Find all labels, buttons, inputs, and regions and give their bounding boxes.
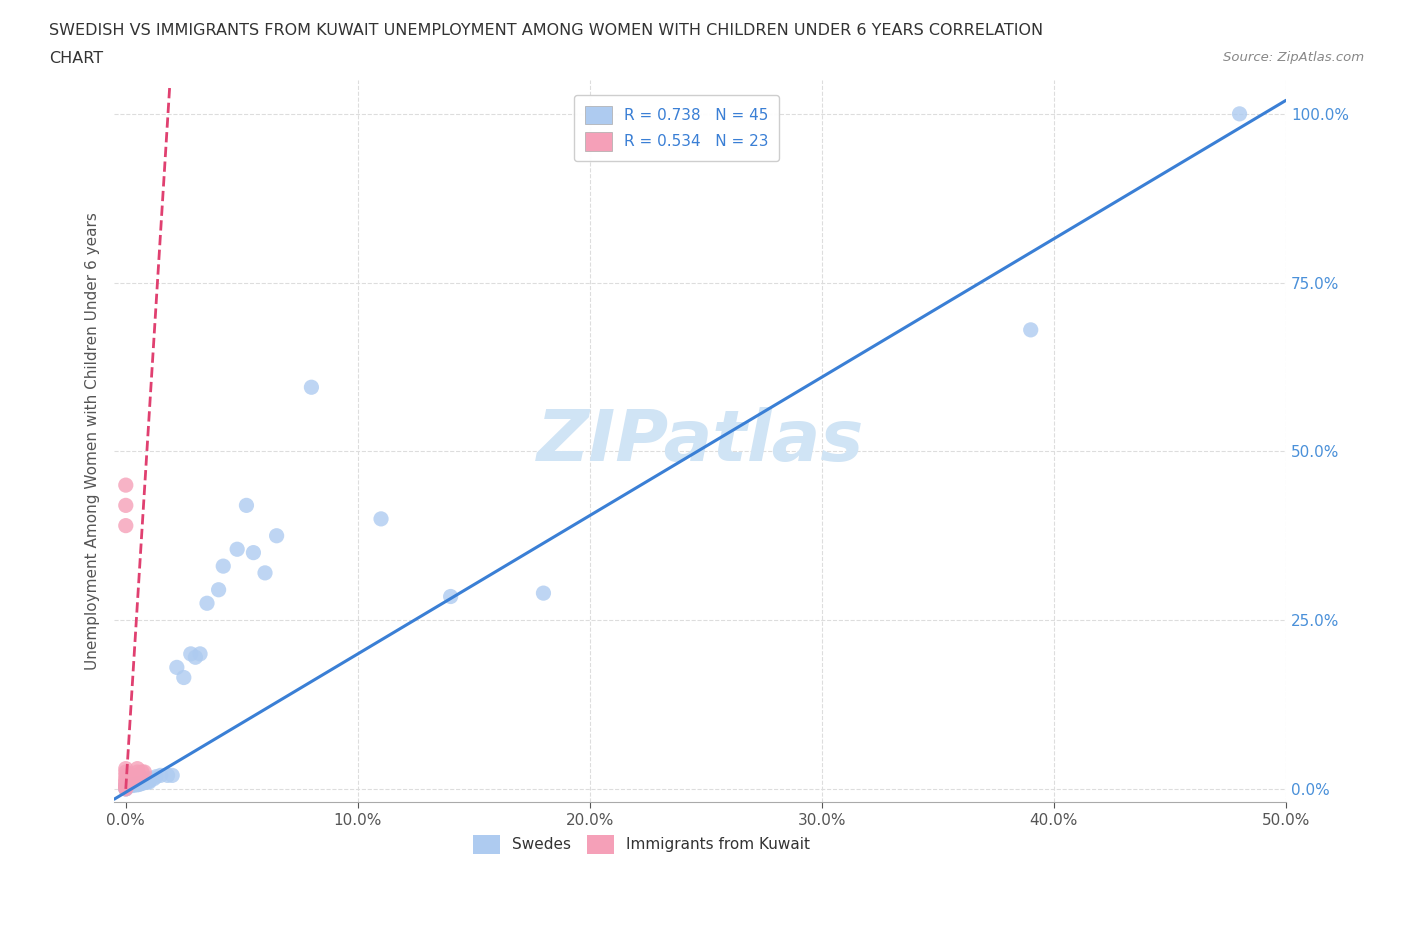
Point [180,646,202,661]
Point [135,775,157,790]
Point [149,768,172,783]
Point [128,777,150,791]
Point [127,777,149,791]
Point [124,777,146,792]
Text: ZIPatlas: ZIPatlas [536,406,863,476]
Point [134,775,156,790]
Point [1019,323,1042,338]
Point [138,771,160,786]
Point [184,650,207,665]
Point [120,771,142,786]
Point [127,761,149,776]
Point [114,781,136,796]
Point [114,777,136,792]
Point [114,764,136,779]
Point [127,764,149,779]
Text: SWEDISH VS IMMIGRANTS FROM KUWAIT UNEMPLOYMENT AMONG WOMEN WITH CHILDREN UNDER 6: SWEDISH VS IMMIGRANTS FROM KUWAIT UNEMPL… [49,23,1043,38]
Point [226,542,249,557]
Point [114,781,136,796]
Point [266,528,288,543]
Point [173,671,195,685]
Point [114,771,136,786]
Point [121,778,143,793]
Point [114,761,136,776]
Point [114,781,136,796]
Point [127,777,149,792]
Point [131,776,153,790]
Point [134,764,156,779]
Point [138,775,160,790]
Point [160,768,183,783]
Legend: Swedes, Immigrants from Kuwait: Swedes, Immigrants from Kuwait [467,829,817,859]
Point [114,518,136,533]
Point [124,768,146,783]
Point [114,780,136,795]
Point [114,780,136,795]
Point [1229,106,1251,121]
Point [533,586,555,601]
Point [128,768,150,783]
Y-axis label: Unemployment Among Women with Children Under 6 years: Unemployment Among Women with Children U… [86,212,100,671]
Point [253,565,276,580]
Point [166,660,188,675]
Point [138,774,160,789]
Text: Source: ZipAtlas.com: Source: ZipAtlas.com [1223,51,1364,64]
Point [114,774,136,789]
Point [114,779,136,794]
Point [212,559,235,574]
Point [114,777,136,792]
Point [127,768,149,783]
Point [235,498,257,512]
Point [299,379,322,394]
Point [114,478,136,493]
Point [114,778,136,793]
Point [114,780,136,795]
Point [114,778,136,793]
Point [114,775,136,790]
Point [188,646,211,661]
Point [207,582,229,597]
Point [120,775,142,790]
Point [114,778,136,793]
Point [145,769,167,784]
Point [131,764,153,779]
Point [121,771,143,786]
Point [195,596,218,611]
Point [114,768,136,783]
Point [156,768,179,783]
Point [114,498,136,512]
Point [142,771,165,786]
Point [440,589,463,604]
Point [370,512,392,526]
Text: CHART: CHART [49,51,103,66]
Point [121,777,143,792]
Point [128,776,150,790]
Point [242,545,264,560]
